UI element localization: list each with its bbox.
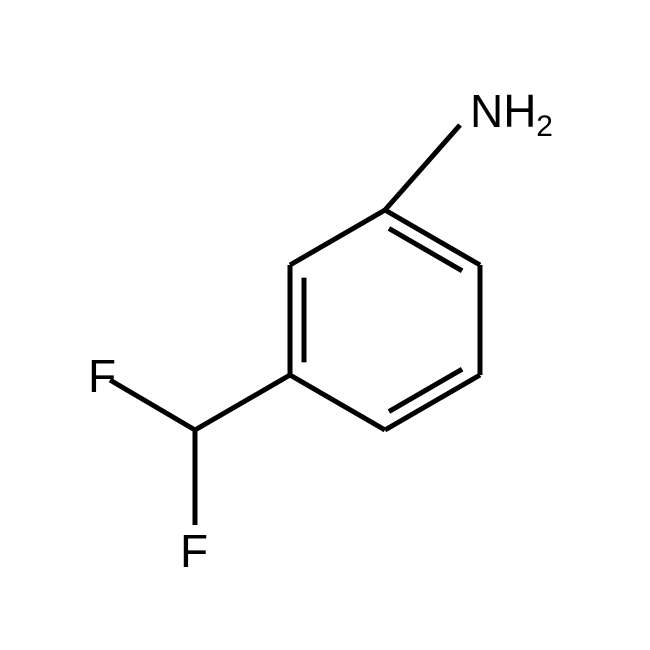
- svg-text:F: F: [180, 525, 208, 577]
- svg-text:F: F: [88, 350, 116, 402]
- svg-text:2: 2: [536, 110, 553, 143]
- svg-text:NH: NH: [470, 85, 536, 137]
- molecule-diagram: NH2 F F: [0, 0, 650, 650]
